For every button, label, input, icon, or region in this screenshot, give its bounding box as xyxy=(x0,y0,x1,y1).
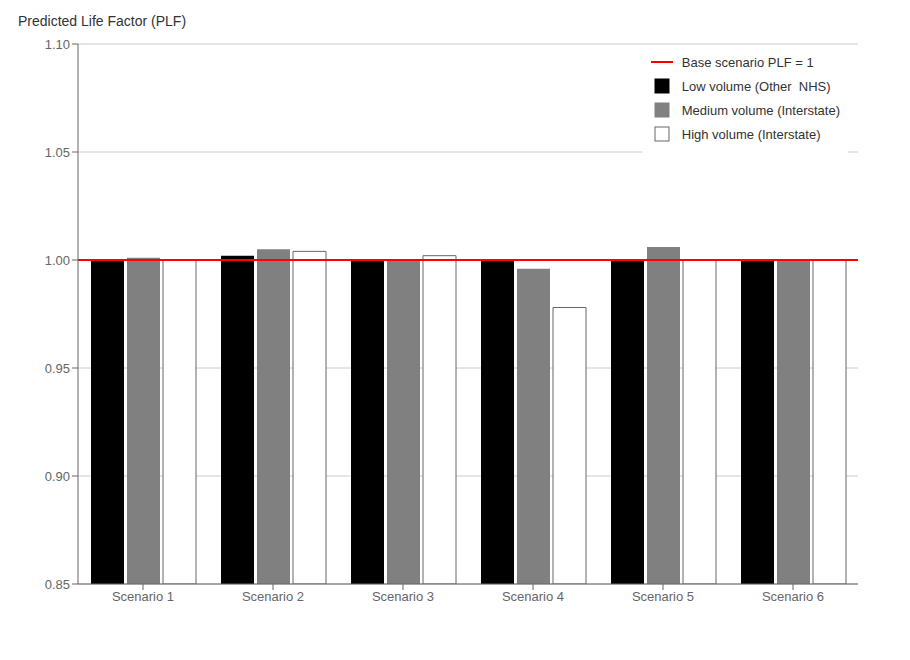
html-text:Base scenario PLF = 1: Base scenario PLF = 1 xyxy=(681,54,814,70)
svg-text:0.90: 0.90 xyxy=(45,469,70,484)
html-text:High volume (Interstate): High volume (Interstate) xyxy=(681,126,821,142)
svg-text:Scenario 3: Scenario 3 xyxy=(372,589,434,604)
svg-text:Scenario 6: Scenario 6 xyxy=(762,589,824,604)
svg-text:Scenario 2: Scenario 2 xyxy=(242,589,304,604)
svg-text:1.00: 1.00 xyxy=(45,253,70,268)
svg-text:Scenario 5: Scenario 5 xyxy=(632,589,694,604)
svg-text:1.10: 1.10 xyxy=(45,37,70,52)
svg-text:1.05: 1.05 xyxy=(45,145,70,160)
html-text:Medium volume (Interstate): Medium volume (Interstate) xyxy=(681,102,840,118)
svg-text:0.95: 0.95 xyxy=(45,361,70,376)
svg-text:Scenario 1: Scenario 1 xyxy=(112,589,174,604)
html-text:Low volume (Other NHS): Low volume (Other NHS) xyxy=(681,78,831,94)
svg-text:0.85: 0.85 xyxy=(45,577,70,592)
svg-text:Scenario 4: Scenario 4 xyxy=(502,589,564,604)
html-text:Predicted Life Factor (PLF): Predicted Life Factor (PLF) xyxy=(18,13,187,29)
